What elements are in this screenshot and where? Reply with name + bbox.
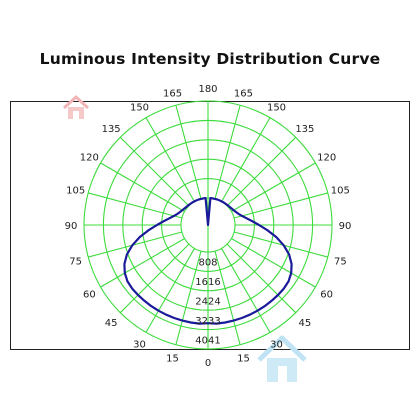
angle-label-right: 165	[234, 89, 253, 100]
angle-label-right: 90	[339, 221, 352, 232]
angle-label-left: 105	[66, 186, 85, 197]
angle-label-right: 15	[237, 353, 250, 364]
grid-spoke	[226, 136, 297, 207]
grid-spoke	[214, 250, 241, 345]
angle-label-right: 105	[331, 186, 350, 197]
angle-label-bottom: 0	[205, 358, 211, 369]
angle-label-left: 30	[133, 340, 146, 351]
angle-label-right: 75	[334, 256, 347, 267]
grid-spoke	[119, 136, 190, 207]
angle-label-left: 165	[163, 89, 182, 100]
angle-label-left: 45	[105, 318, 118, 329]
angle-label-left: 60	[83, 290, 96, 301]
angle-label-left: 15	[166, 353, 179, 364]
radial-value-label: 808	[198, 258, 217, 269]
radial-value-label: 2424	[195, 297, 220, 308]
angle-label-left: 90	[65, 221, 78, 232]
radial-value-label: 3233	[195, 316, 220, 327]
angle-label-right: 135	[295, 124, 314, 135]
grid-spoke	[145, 117, 195, 202]
grid-spoke	[231, 162, 316, 212]
chart-title: Luminous Intensity Distribution Curve	[39, 50, 381, 68]
grid-spoke	[175, 105, 202, 200]
grid-spoke	[221, 248, 271, 333]
angle-label-right: 45	[299, 318, 312, 329]
grid-spoke	[233, 192, 328, 219]
radial-value-label: 1616	[195, 277, 220, 288]
grid-spoke	[100, 238, 185, 288]
radial-value-label: 4041	[195, 335, 220, 346]
angle-label-right: 30	[270, 340, 283, 351]
grid-spoke	[221, 117, 271, 202]
angle-label-left: 135	[102, 124, 121, 135]
house-watermark-icon	[257, 335, 307, 382]
angle-label-left: 120	[80, 153, 99, 164]
grid-spoke	[145, 248, 195, 333]
intensity-curve	[123, 197, 293, 325]
grid-spoke	[226, 243, 297, 314]
grid-spoke	[100, 162, 185, 212]
grid-spoke	[233, 231, 328, 258]
grid-spoke	[231, 238, 316, 288]
angle-label-left: 75	[69, 256, 82, 267]
grid-spoke	[88, 231, 183, 258]
angle-label-right: 60	[320, 290, 333, 301]
angle-label-left: 150	[130, 102, 149, 113]
grid-spoke	[214, 105, 241, 200]
angle-label-right: 150	[267, 102, 286, 113]
grid-spoke	[119, 243, 190, 314]
grid-spoke	[175, 250, 202, 345]
house-watermark-icon	[62, 95, 90, 119]
angle-label-right: 120	[317, 153, 336, 164]
angle-label-top: 180	[198, 84, 217, 95]
grid-spoke	[88, 192, 183, 219]
